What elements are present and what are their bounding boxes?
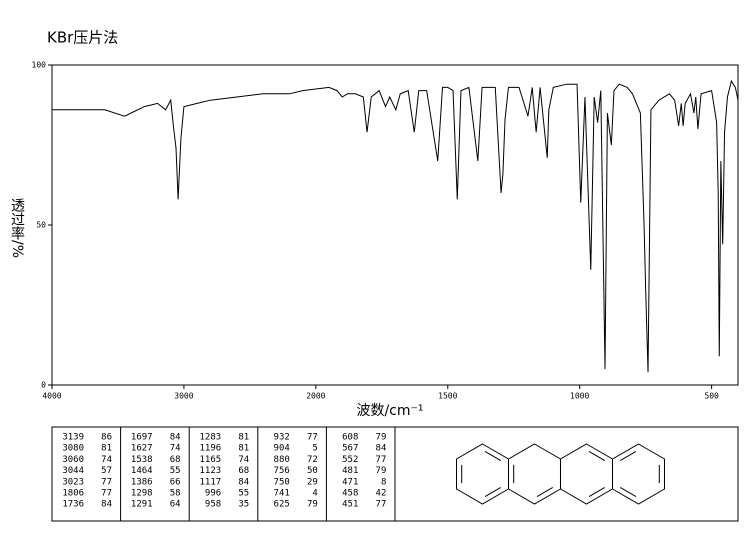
table-cell: 79 <box>376 433 387 443</box>
table-cell: 74 <box>170 444 181 454</box>
table-cell: 77 <box>101 489 112 499</box>
table-cell: 42 <box>376 489 387 499</box>
table-cell: 1298 <box>131 489 153 499</box>
x-tick-label: 2000 <box>306 392 325 401</box>
table-cell: 29 <box>307 477 318 487</box>
table-cell: 72 <box>307 455 318 465</box>
table-cell: 57 <box>101 466 112 476</box>
table-cell: 79 <box>376 466 387 476</box>
x-tick-label: 1500 <box>438 392 457 401</box>
table-cell: 471 <box>342 477 358 487</box>
y-tick-label: 100 <box>32 61 47 70</box>
y-tick-label: 50 <box>36 221 46 230</box>
table-cell: 958 <box>205 500 221 510</box>
ring <box>508 443 561 505</box>
x-tick-label: 1000 <box>570 392 589 401</box>
table-cell: 68 <box>238 466 249 476</box>
table-cell: 750 <box>274 477 290 487</box>
table-cell: 55 <box>238 489 249 499</box>
table-cell: 35 <box>238 500 249 510</box>
table-cell: 996 <box>205 489 221 499</box>
double-bond <box>588 451 606 461</box>
table-cell: 77 <box>376 455 387 465</box>
plot-frame <box>51 64 739 386</box>
table-cell: 58 <box>170 489 181 499</box>
table-cell: 84 <box>238 477 249 487</box>
table-cell: 458 <box>342 489 358 499</box>
ring <box>612 443 665 505</box>
table-cell: 66 <box>170 477 181 487</box>
table-cell: 77 <box>376 500 387 510</box>
ring <box>560 443 613 505</box>
table-cell: 1464 <box>131 466 153 476</box>
x-axis-label: 波数/cm⁻¹ <box>356 403 423 419</box>
table-cell: 77 <box>307 433 318 443</box>
table-cell: 1165 <box>200 455 222 465</box>
table-cell: 3060 <box>62 455 84 465</box>
table-cell: 1538 <box>131 455 153 465</box>
table-cell: 84 <box>376 444 387 454</box>
table-cell: 625 <box>274 500 290 510</box>
table-cell: 3139 <box>62 433 84 443</box>
table-cell: 5 <box>312 444 317 454</box>
y-tick-label: 0 <box>41 381 46 390</box>
x-tick-label: 500 <box>704 392 719 401</box>
table-cell: 68 <box>170 455 181 465</box>
table-cell: 1736 <box>62 500 84 510</box>
table-cell: 481 <box>342 466 358 476</box>
double-bond <box>619 451 637 461</box>
y-axis-label: 透过率/% <box>9 198 25 258</box>
table-cell: 880 <box>274 455 290 465</box>
table-cell: 86 <box>101 433 112 443</box>
table-cell: 1123 <box>200 466 222 476</box>
table-cell: 904 <box>274 444 290 454</box>
table-cell: 451 <box>342 500 358 510</box>
structure <box>456 443 665 505</box>
table-cell: 567 <box>342 444 358 454</box>
table-cell: 84 <box>101 500 112 510</box>
table-cell: 79 <box>307 500 318 510</box>
table-cell: 1806 <box>62 489 84 499</box>
double-bond <box>484 451 502 461</box>
double-bond <box>619 487 637 497</box>
table-cell: 77 <box>101 477 112 487</box>
table-cell: 74 <box>101 455 112 465</box>
double-bond <box>588 487 606 497</box>
table-cell: 3044 <box>62 466 84 476</box>
table-cell: 932 <box>274 433 290 443</box>
double-bond <box>484 487 502 497</box>
table-cell: 1196 <box>200 444 222 454</box>
table-cell: 50 <box>307 466 318 476</box>
table-cell: 74 <box>238 455 249 465</box>
table-cell: 1627 <box>131 444 153 454</box>
spectrum-line <box>52 79 739 373</box>
table-cell: 8 <box>381 477 386 487</box>
table-cell: 608 <box>342 433 358 443</box>
table-cell: 1117 <box>200 477 222 487</box>
table-cell: 81 <box>101 444 112 454</box>
x-tick-label: 3000 <box>174 392 193 401</box>
table-cell: 3023 <box>62 477 84 487</box>
table-cell: 1291 <box>131 500 153 510</box>
table-cell: 84 <box>170 433 181 443</box>
chart-title: KBr压片法 <box>47 29 118 47</box>
table-cell: 81 <box>238 433 249 443</box>
table-cell: 81 <box>238 444 249 454</box>
table-cell: 1697 <box>131 433 153 443</box>
table-cell: 552 <box>342 455 358 465</box>
table-cell: 1386 <box>131 477 153 487</box>
table-cell: 55 <box>170 466 181 476</box>
table-cell: 756 <box>274 466 290 476</box>
ring <box>456 443 509 505</box>
x-tick-label: 4000 <box>42 392 61 401</box>
table-cell: 4 <box>312 489 317 499</box>
table-cell: 1283 <box>200 433 222 443</box>
table-cell: 3080 <box>62 444 84 454</box>
table-cell: 741 <box>274 489 290 499</box>
table-cell: 64 <box>170 500 181 510</box>
double-bond <box>536 487 554 497</box>
